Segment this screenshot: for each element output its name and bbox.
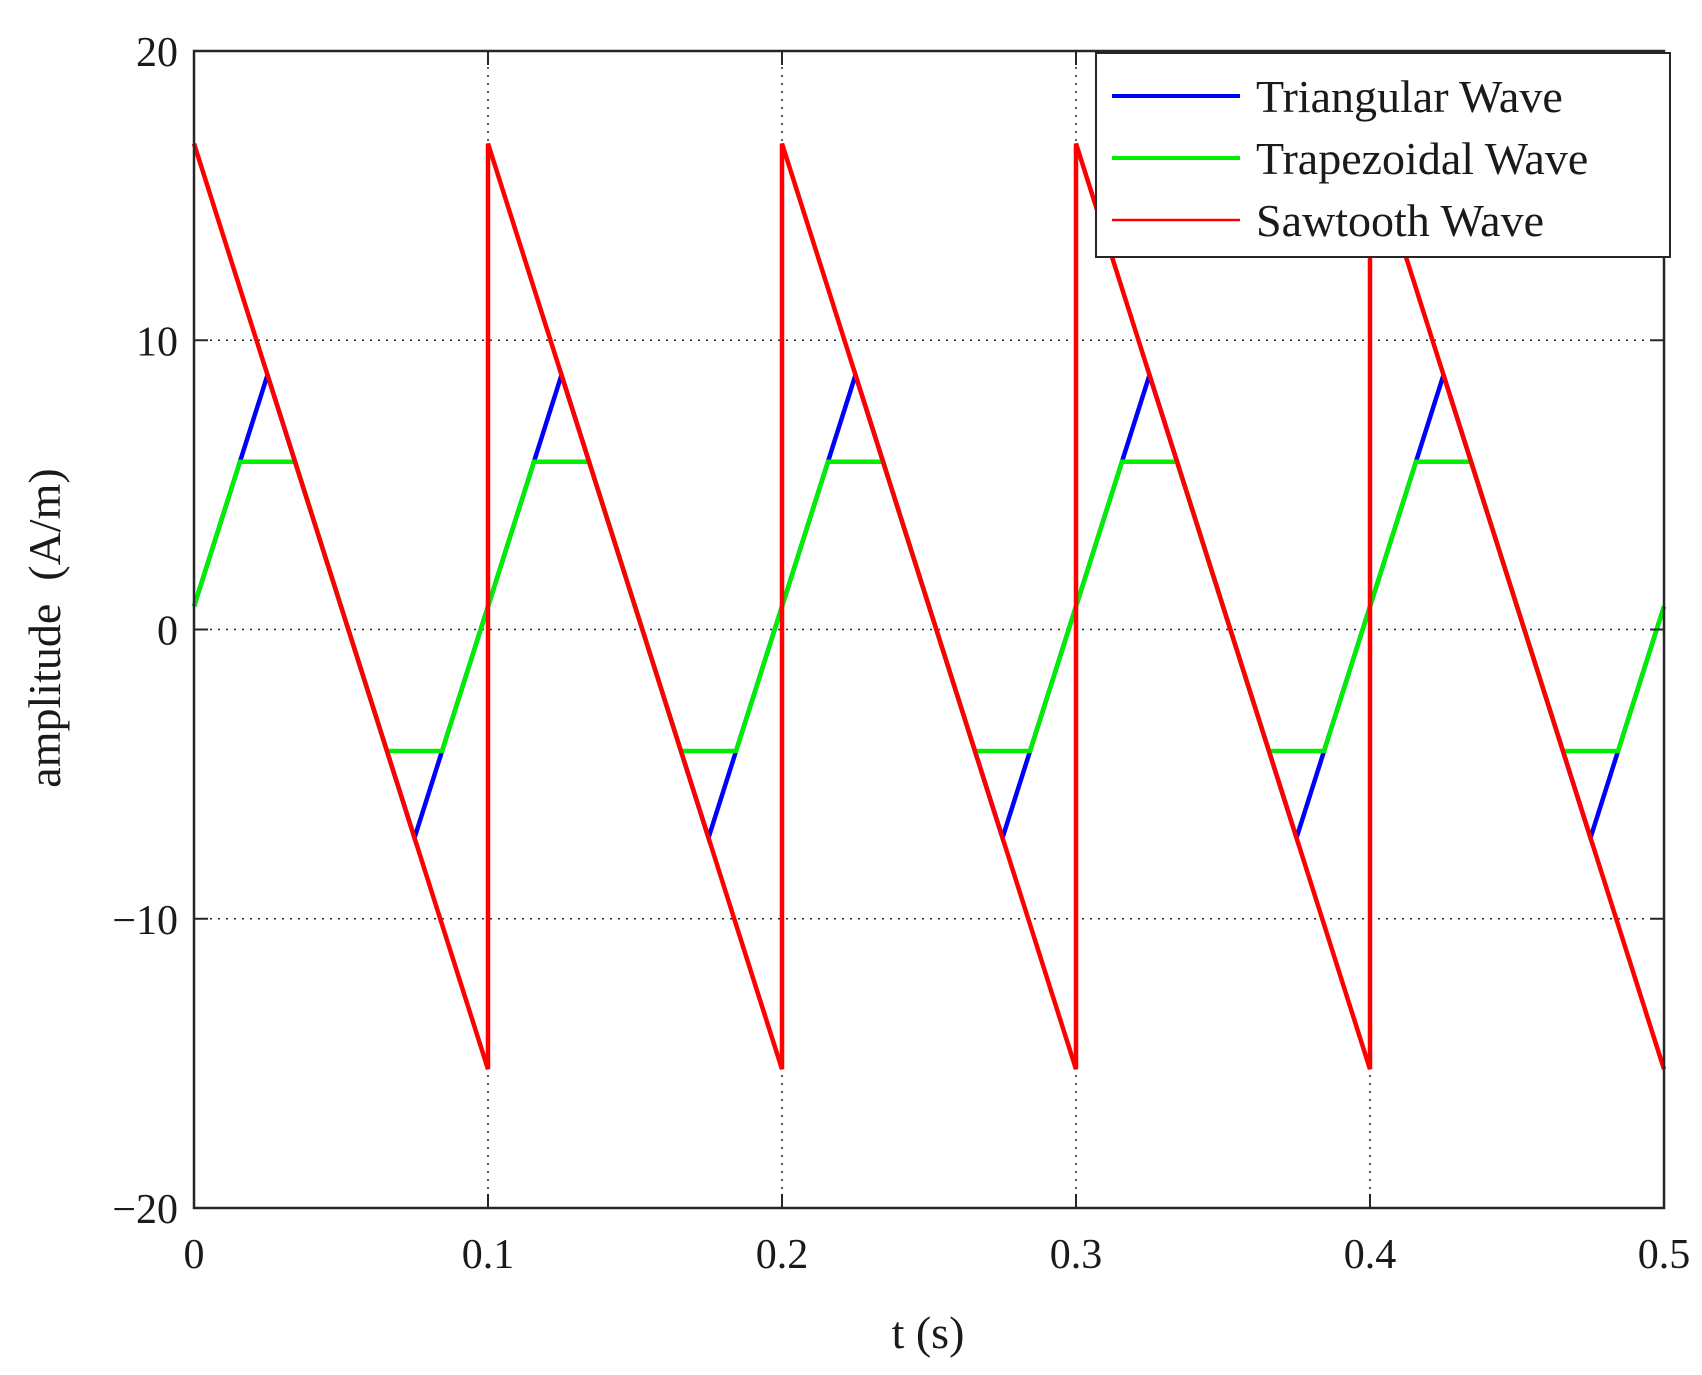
y-axis-label: amplitude (A/m) [19, 468, 70, 787]
x-tick-label: 0 [184, 1232, 205, 1278]
y-tick-label: −10 [112, 898, 178, 944]
y-tick-label: 0 [157, 609, 178, 655]
x-tick-label: 0.1 [462, 1232, 515, 1278]
series-lines [191, 142, 1667, 1070]
x-tick-label: 0.5 [1638, 1232, 1691, 1278]
y-tick-label: −20 [112, 1187, 178, 1233]
x-tick-label: 0.2 [756, 1232, 809, 1278]
legend-label-sawtooth: Sawtooth Wave [1256, 195, 1544, 246]
sawtooth-wave-line [191, 142, 1667, 1070]
legend-box [1095, 52, 1671, 258]
legend: Triangular Wave Trapezoidal Wave Sawtoot… [1095, 52, 1671, 258]
x-axis-label: t (s) [892, 1307, 965, 1358]
y-tick-label: 10 [136, 319, 178, 365]
y-tick-label: 20 [136, 30, 178, 76]
legend-label-trapezoidal: Trapezoidal Wave [1256, 133, 1588, 184]
x-tick-label: 0.3 [1050, 1232, 1103, 1278]
axis-ticks: 0 0.1 0.2 0.3 0.4 0.5 −20 −10 0 10 20 [112, 30, 1690, 1278]
x-tick-label: 0.4 [1344, 1232, 1397, 1278]
legend-label-triangular: Triangular Wave [1256, 71, 1563, 122]
